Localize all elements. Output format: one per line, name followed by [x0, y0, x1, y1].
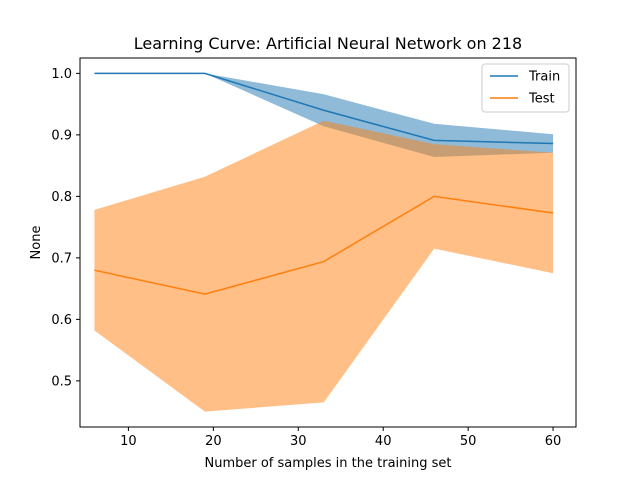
train-band: [94, 73, 554, 158]
legend-label-train: Train: [528, 70, 560, 85]
x-axis-label: Number of samples in the training set: [205, 456, 452, 471]
x-tick-label: 60: [545, 434, 562, 449]
series-lines: [94, 72, 554, 295]
train-line: [94, 72, 554, 145]
y-tick-label: 0.8: [51, 190, 72, 205]
y-tick-label: 0.7: [51, 251, 72, 266]
confidence-bands: [94, 73, 554, 412]
plot-frame: [79, 57, 577, 428]
y-axis-label: None: [29, 226, 44, 260]
test-line: [94, 195, 554, 295]
x-tick-label: 20: [205, 434, 222, 449]
y-tick-label: 0.5: [51, 374, 72, 389]
x-tick-label: 10: [120, 434, 137, 449]
legend-label-test: Test: [528, 92, 555, 107]
y-tick-label: 1.0: [51, 67, 72, 82]
test-band: [94, 120, 554, 412]
y-axis-ticks: 0.5 0.6 0.7 0.8 0.9 1.0: [51, 67, 80, 389]
x-axis-ticks: 10 20 30 40 50 60: [120, 427, 561, 449]
y-tick-label: 0.9: [51, 128, 72, 143]
x-tick-label: 40: [375, 434, 392, 449]
x-tick-label: 50: [460, 434, 477, 449]
legend: Train Test: [481, 63, 570, 113]
y-tick-label: 0.6: [51, 313, 72, 328]
chart-title: Learning Curve: Artificial Neural Networ…: [134, 34, 522, 53]
x-tick-label: 30: [290, 434, 307, 449]
